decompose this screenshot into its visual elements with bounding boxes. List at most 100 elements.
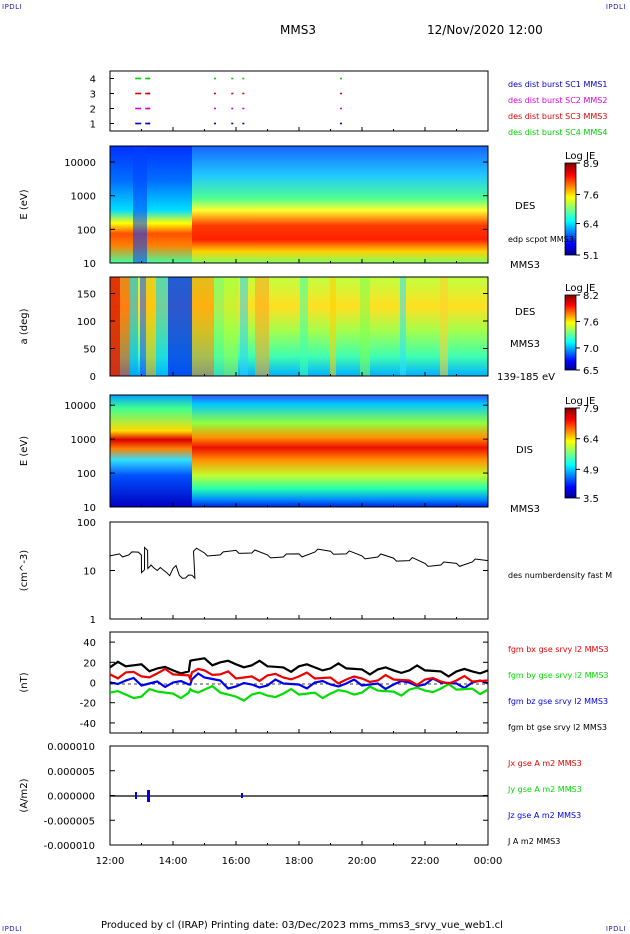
- bfield-panel: [109, 631, 489, 734]
- burst-interval-mark: [231, 77, 234, 80]
- current-spike-3: [241, 793, 243, 798]
- burst-legend-entry: des dist burst SC3 MMS3: [508, 112, 607, 121]
- datetime-title: 12/Nov/2020 12:00: [427, 23, 543, 37]
- colorbar-tick-label: 6.5: [583, 366, 599, 377]
- des-energy-panel: [109, 145, 489, 264]
- pitch-stripe: [400, 277, 406, 376]
- density-panel: [109, 521, 489, 620]
- pitch-stripe: [440, 277, 448, 376]
- footer-credit: Produced by cl (IRAP) Printing date: 03/…: [101, 920, 503, 931]
- burst-interval-mark: [147, 107, 150, 110]
- burst-interval-mark: [135, 92, 142, 95]
- burst-interval-mark: [339, 92, 342, 95]
- spacecraft-title: MMS3: [280, 23, 316, 37]
- ytick-label: 100: [77, 518, 96, 529]
- x-tick-label: 22:00: [411, 856, 440, 867]
- ytick-label: 10000: [64, 158, 96, 169]
- colorbar-tick-label: 7.6: [583, 190, 599, 201]
- des-energy-species-label: DES: [515, 201, 535, 212]
- current-legend-entry: Jy gse A m2 MMS3: [507, 785, 582, 794]
- ytick-label: -40: [80, 719, 96, 730]
- burst-interval-mark: [242, 107, 245, 110]
- des-pitch-species-label: DES: [515, 307, 535, 318]
- des-pitch-panel: [109, 276, 489, 377]
- ytick-label: 20: [83, 658, 96, 669]
- burst-interval-mark: [339, 122, 342, 125]
- des-energy-scpot-label: edp scpot MMS3: [508, 235, 574, 244]
- colorbar-tick-label: 4.9: [583, 465, 599, 476]
- colorbar-tick-label: 6.4: [583, 220, 599, 231]
- bfield-legend-entry: fgm bx gse srvy l2 MMS3: [508, 645, 609, 654]
- ytick-label: 150: [77, 290, 96, 301]
- burst-interval-mark: [339, 77, 342, 80]
- des-pitch-spacecraft-label: MMS3: [510, 339, 540, 350]
- x-tick-label: 00:00: [474, 856, 503, 867]
- y-axis-label: E (eV): [19, 436, 30, 466]
- burst-interval-mark: [213, 92, 216, 95]
- ytick-label: 10000: [64, 401, 96, 412]
- y-axis-label: E (eV): [19, 189, 30, 219]
- generated-chart-marks: 12:00 14:00 16:00 18:00 20:00 22:00 00:00 1 2 3 4 d…: [19, 75, 612, 868]
- current-legend-entry: Jz gse A m2 MMS3: [507, 811, 581, 820]
- colorbar-title: Log JE: [565, 151, 595, 162]
- burst-interval-mark: [242, 92, 245, 95]
- burst-legend-entry: des dist burst SC1 MMS1: [508, 80, 607, 89]
- corner-mark-bottom-left: IPDLI: [2, 925, 23, 933]
- bfield-legend-entry: fgm bz gse srvy l2 MMS3: [508, 697, 608, 706]
- ytick-label: 50: [83, 345, 96, 356]
- burst-interval-mark: [135, 77, 142, 80]
- pitch-stripe: [146, 277, 156, 376]
- burst-legend-entry: des dist burst SC2 MMS2: [508, 96, 607, 105]
- burst-interval-mark: [213, 107, 216, 110]
- des-energy-spacecraft-label: MMS3: [510, 260, 540, 271]
- colorbar-title: Log JE: [565, 396, 595, 407]
- colorbar-des-energy: [564, 162, 577, 256]
- ytick-label: 0.000000: [47, 792, 95, 803]
- current-legend-entry: Jx gse A m2 MMS3: [507, 759, 582, 768]
- bfield-frame: [109, 631, 489, 734]
- pitch-stripe: [168, 277, 192, 376]
- pitch-stripe: [224, 277, 238, 376]
- ytick-label: 1000: [71, 435, 96, 446]
- ytick-label: 100: [77, 317, 96, 328]
- pitch-stripe: [240, 277, 248, 376]
- pitch-stripe: [330, 277, 336, 376]
- ytick-label: 40: [83, 638, 96, 649]
- burst-interval-mark: [231, 92, 234, 95]
- ytick-label: 100: [77, 469, 96, 480]
- bfield-series-line-4: [110, 657, 488, 678]
- burst-interval-mark: [231, 122, 234, 125]
- burst-interval-mark: [339, 107, 342, 110]
- colorbar-tick-label: 3.5: [583, 494, 599, 505]
- colorbar-tick-label: 7.9: [583, 404, 599, 415]
- pitch-stripe: [110, 277, 120, 376]
- colorbar-tick-label: 7.6: [583, 317, 599, 328]
- des-energy-heatmap-early: [110, 146, 192, 263]
- des-pitch-stripes: [110, 277, 448, 376]
- colorbars: [564, 162, 577, 499]
- burst-interval-mark: [213, 77, 216, 80]
- burst-ytick-label: 1: [90, 120, 96, 131]
- current-spike-1: [147, 790, 150, 802]
- ytick-label: 0: [90, 679, 96, 690]
- x-tick-label: 20:00: [348, 856, 377, 867]
- colorbar-tick-label: 7.0: [583, 344, 599, 355]
- pitch-stripe: [192, 277, 214, 376]
- ytick-label: 1: [90, 615, 96, 626]
- density-frame: [109, 521, 489, 620]
- bfield-series-line-2: [110, 682, 488, 702]
- burst-interval-mark: [147, 77, 150, 80]
- bfield-series-line-1: [110, 667, 488, 687]
- ytick-label: 10: [83, 259, 96, 270]
- pitch-stripe: [360, 277, 370, 376]
- dis-energy-panel: [109, 394, 489, 508]
- dis-energy-spacecraft-label: MMS3: [510, 504, 540, 515]
- burst-interval-mark: [145, 122, 151, 125]
- ytick-label: 0.000005: [47, 767, 95, 778]
- ytick-label: -20: [80, 699, 96, 710]
- ytick-label: 10: [83, 567, 96, 578]
- dis-energy-heatmap-early: [110, 395, 192, 507]
- dis-energy-species-label: DIS: [516, 445, 533, 456]
- bfield-legend-entry: fgm by gse srvy l2 MMS3: [508, 671, 609, 680]
